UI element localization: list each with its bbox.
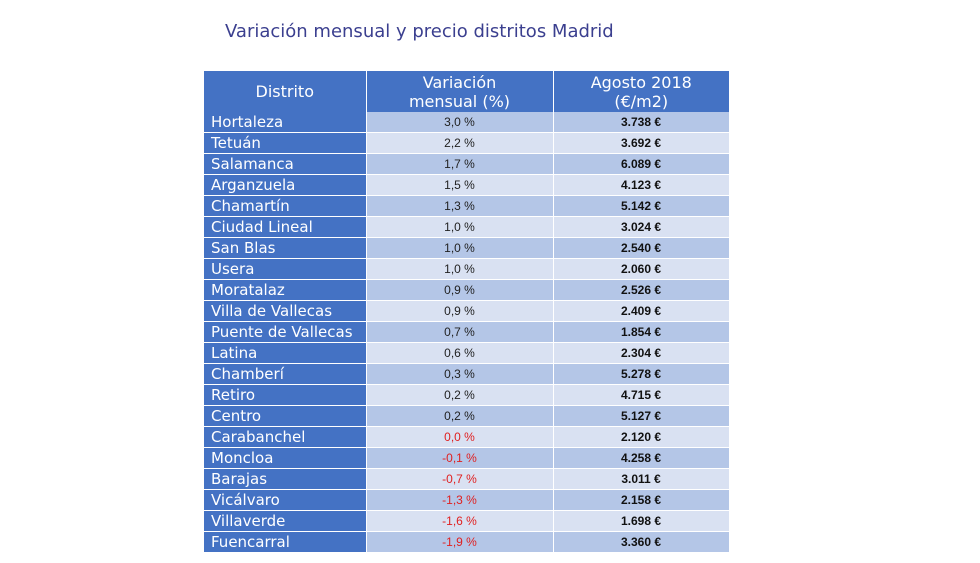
monthly-variation: 0,2 % [366,405,554,427]
table-row: Centro 0,2 % 5.127 € [204,405,730,427]
district-name: Moncloa [204,447,367,469]
price-per-m2: 4.715 € [553,384,730,406]
page-title: Variación mensual y precio distritos Mad… [225,21,614,42]
table-row: Villa de Vallecas 0,9 % 2.409 € [204,300,730,322]
header-district: Distrito [204,71,367,112]
monthly-variation: 0,0 % [366,426,554,448]
district-name: Vicálvaro [204,489,367,511]
price-per-m2: 2.540 € [553,237,730,259]
district-name: Villa de Vallecas [204,300,367,322]
district-name: Retiro [204,384,367,406]
monthly-variation: 1,0 % [366,258,554,280]
table-row: Fuencarral -1,9 % 3.360 € [204,531,730,553]
district-name: Tetuán [204,132,367,154]
price-per-m2: 3.692 € [553,132,730,154]
monthly-variation: 0,6 % [366,342,554,364]
price-per-m2: 4.123 € [553,174,730,196]
table-row: Hortaleza 3,0 % 3.738 € [204,112,730,133]
table-row: Ciudad Lineal 1,0 % 3.024 € [204,216,730,238]
monthly-variation: -1,9 % [366,531,554,553]
monthly-variation: -0,1 % [366,447,554,469]
district-name: San Blas [204,237,367,259]
price-per-m2: 2.526 € [553,279,730,301]
price-per-m2: 5.127 € [553,405,730,427]
monthly-variation: 2,2 % [366,132,554,154]
price-per-m2: 3.738 € [553,112,730,133]
district-name: Salamanca [204,153,367,175]
price-per-m2: 4.258 € [553,447,730,469]
table-row: Barajas -0,7 % 3.011 € [204,468,730,490]
table-row: Villaverde -1,6 % 1.698 € [204,510,730,532]
monthly-variation: 3,0 % [366,112,554,133]
table-row: Moncloa -0,1 % 4.258 € [204,447,730,469]
price-per-m2: 2.304 € [553,342,730,364]
district-name: Moratalaz [204,279,367,301]
price-per-m2: 1.698 € [553,510,730,532]
table-row: Vicálvaro -1,3 % 2.158 € [204,489,730,511]
price-per-m2: 5.142 € [553,195,730,217]
table-row: San Blas 1,0 % 2.540 € [204,237,730,259]
monthly-variation: 0,9 % [366,300,554,322]
table-row: Tetuán 2,2 % 3.692 € [204,132,730,154]
table-row: Carabanchel 0,0 % 2.120 € [204,426,730,448]
price-per-m2: 6.089 € [553,153,730,175]
district-name: Arganzuela [204,174,367,196]
district-name: Barajas [204,468,367,490]
monthly-variation: 1,7 % [366,153,554,175]
district-name: Ciudad Lineal [204,216,367,238]
header-variation: Variación mensual (%) [366,71,554,112]
monthly-variation: 1,0 % [366,216,554,238]
table-row: Moratalaz 0,9 % 2.526 € [204,279,730,301]
table-body: Hortaleza 3,0 % 3.738 € Tetuán 2,2 % 3.692 € S… [204,112,730,553]
district-name: Hortaleza [204,112,367,133]
price-per-m2: 1.854 € [553,321,730,343]
monthly-variation: -1,3 % [366,489,554,511]
district-name: Carabanchel [204,426,367,448]
price-per-m2: 2.120 € [553,426,730,448]
monthly-variation: 1,0 % [366,237,554,259]
table-row: Chamartín 1,3 % 5.142 € [204,195,730,217]
district-name: Chamberí [204,363,367,385]
table-header-row: Distrito Variación mensual (%) Agosto 201… [204,71,729,112]
price-per-m2: 2.158 € [553,489,730,511]
table-row: Puente de Vallecas 0,7 % 1.854 € [204,321,730,343]
monthly-variation: -0,7 % [366,468,554,490]
price-per-m2: 2.060 € [553,258,730,280]
monthly-variation: 1,5 % [366,174,554,196]
district-name: Chamartín [204,195,367,217]
table-row: Retiro 0,2 % 4.715 € [204,384,730,406]
district-name: Usera [204,258,367,280]
monthly-variation: 0,3 % [366,363,554,385]
table-row: Salamanca 1,7 % 6.089 € [204,153,730,175]
monthly-variation: -1,6 % [366,510,554,532]
price-per-m2: 3.360 € [553,531,730,553]
price-per-m2: 3.024 € [553,216,730,238]
districts-table: Distrito Variación mensual (%) Agosto 201… [204,71,730,553]
district-name: Puente de Vallecas [204,321,367,343]
monthly-variation: 0,9 % [366,279,554,301]
district-name: Fuencarral [204,531,367,553]
table-row: Usera 1,0 % 2.060 € [204,258,730,280]
price-per-m2: 5.278 € [553,363,730,385]
district-name: Villaverde [204,510,367,532]
monthly-variation: 0,7 % [366,321,554,343]
price-per-m2: 2.409 € [553,300,730,322]
district-name: Latina [204,342,367,364]
monthly-variation: 0,2 % [366,384,554,406]
table-row: Chamberí 0,3 % 5.278 € [204,363,730,385]
table-row: Latina 0,6 % 2.304 € [204,342,730,364]
price-per-m2: 3.011 € [553,468,730,490]
district-name: Centro [204,405,367,427]
monthly-variation: 1,3 % [366,195,554,217]
table-row: Arganzuela 1,5 % 4.123 € [204,174,730,196]
header-price: Agosto 2018 (€/m2) [553,71,729,112]
